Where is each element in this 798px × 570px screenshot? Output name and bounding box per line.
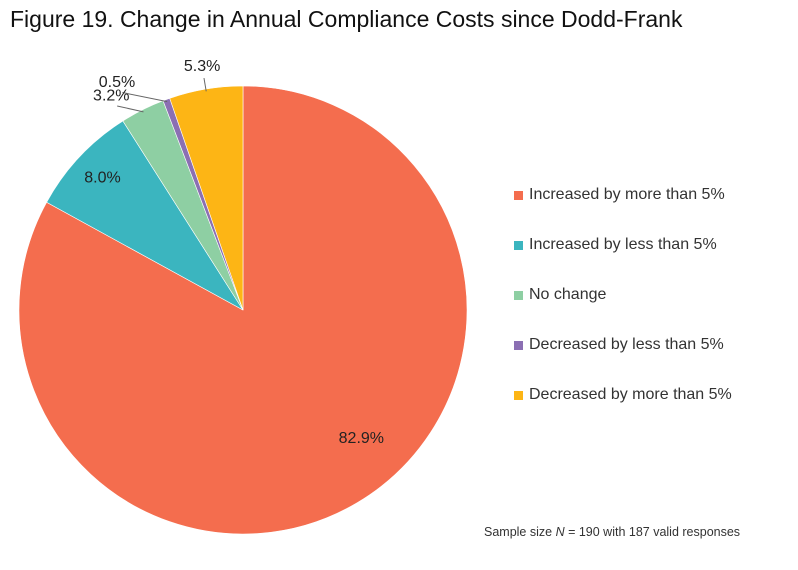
leader-line-4 [122, 92, 168, 103]
legend-swatch [514, 240, 523, 250]
pie-slice-2 [46, 120, 244, 311]
slice-label-4: 0.5% [99, 74, 135, 91]
legend-item-no-change: No change [514, 270, 794, 320]
leader-line-3 [117, 105, 144, 113]
legend-swatch [514, 190, 523, 200]
legend-item-decreased-less-5: Decreased by less than 5% [514, 320, 794, 370]
pie-slices [18, 85, 468, 535]
legend-label: No change [529, 286, 607, 303]
label-leader-lines [117, 77, 207, 113]
legend-item-increased-more-5: Increased by more than 5% [514, 170, 794, 220]
legend-swatch [514, 290, 523, 300]
legend: Increased by more than 5% Increased by l… [514, 170, 794, 420]
legend-swatch [514, 390, 523, 400]
legend-item-increased-less-5: Increased by less than 5% [514, 220, 794, 270]
legend-label: Decreased by more than 5% [529, 386, 732, 403]
legend-swatch [514, 340, 523, 350]
leader-line-5 [203, 77, 207, 92]
slice-label-5: 5.3% [184, 58, 220, 75]
slice-label-3: 3.2% [93, 88, 129, 105]
slice-labels: 82.9% 8.0% 3.2%0.5% 5.3% [84, 58, 384, 447]
legend-label: Increased by less than 5% [529, 236, 717, 253]
legend-item-decreased-more-5: Decreased by more than 5% [514, 370, 794, 420]
slice-label-1: 82.9% [339, 430, 384, 447]
chart-title: Figure 19. Change in Annual Compliance C… [10, 6, 683, 32]
sample-size-note: Sample size N = 190 with 187 valid respo… [484, 525, 741, 539]
legend-label: Decreased by less than 5% [529, 336, 724, 353]
pie-slice-1 [18, 85, 468, 535]
legend-label: Increased by more than 5% [529, 186, 725, 203]
slice-label-2: 8.0% [84, 169, 120, 186]
